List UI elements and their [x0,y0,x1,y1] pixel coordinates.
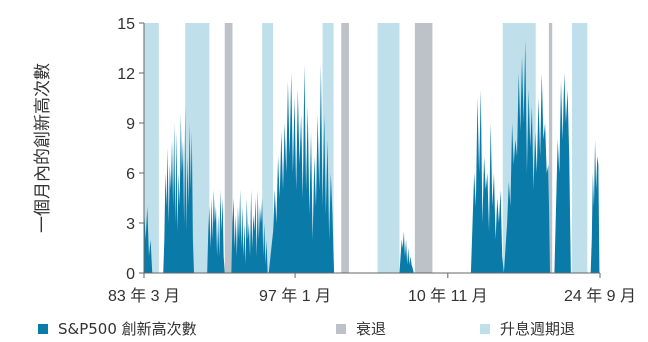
hike-band-6 [377,23,400,273]
chart: 0 3 6 9 12 15 83 年 3 月 97 年 1 月 10 年 11 月 24 年 9… [33,16,636,305]
y-tick-label-3: 9 [126,116,135,133]
legend-swatch-recession [336,323,346,334]
recession-band-2 [224,23,233,273]
x-tick-label-2: 10 年 11 月 [408,287,488,305]
y-axis-label: 一個月內的創新高次數 [33,63,53,233]
recession-band-9 [548,23,553,273]
x-tick-label-0: 83 年 3 月 [108,287,180,305]
y-ticks: 0 3 6 9 12 15 [117,16,144,283]
y-tick-label-4: 12 [117,66,135,83]
legend-swatch-hike [480,323,490,334]
legend-label-recession: 衰退 [356,320,387,338]
y-tick-label-2: 6 [126,166,135,183]
hike-band-4 [322,23,334,273]
legend: S&P500 創新高次數 衰退 升息週期退 [38,318,638,340]
series-area [144,39,600,273]
y-tick-label-5: 15 [117,16,135,33]
x-ticks: 83 年 3 月 97 年 1 月 10 年 11 月 24 年 9 月 [108,273,636,305]
y-tick-label-0: 0 [126,266,135,283]
legend-item-recession: 衰退 [336,318,386,339]
recession-band-5 [341,23,349,273]
hike-band-10 [571,23,588,273]
series-area-path-0 [144,39,600,273]
x-tick-label-3: 24 年 9 月 [564,287,636,305]
axes [143,23,600,274]
x-tick-label-1: 97 年 1 月 [259,287,331,305]
legend-item-series: S&P500 創新高次數 [38,318,197,339]
legend-label-hike: 升息週期退 [500,320,576,338]
y-tick-label-1: 3 [126,216,135,233]
hike-band-3 [262,23,274,273]
recession-band-7 [414,23,433,273]
legend-item-hike: 升息週期退 [480,318,575,339]
hike-band-0 [144,23,159,273]
legend-label-series: S&P500 創新高次數 [58,320,197,338]
legend-swatch-series [38,323,48,334]
